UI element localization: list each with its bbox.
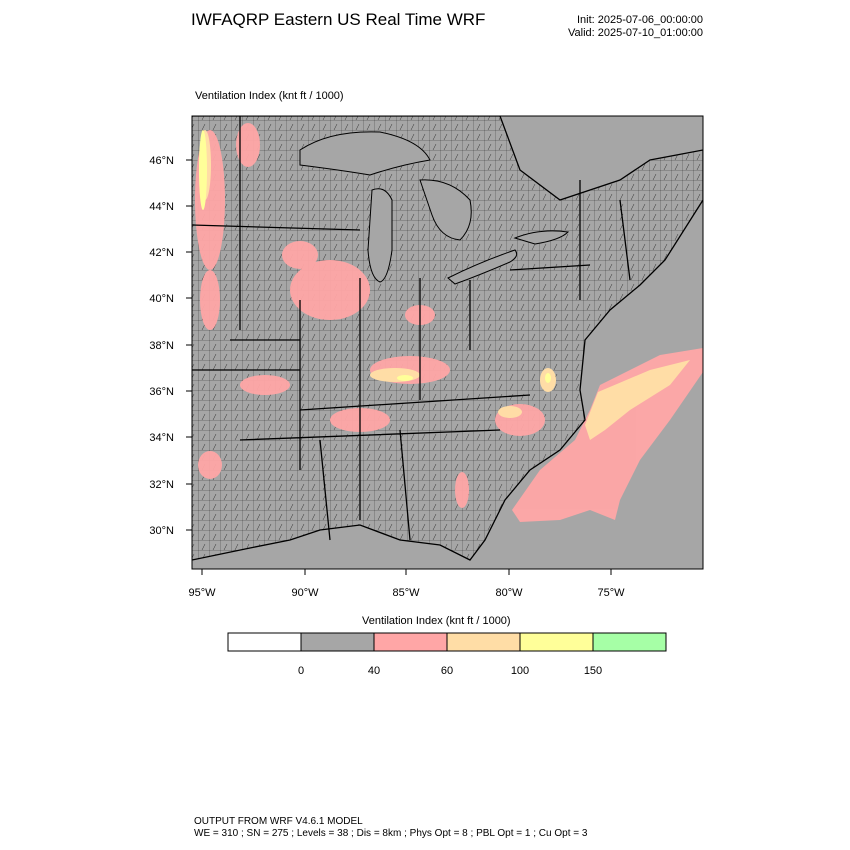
main-title: IWFAQRP Eastern US Real Time WRF — [191, 10, 486, 29]
ventilation-high-patches — [199, 130, 551, 383]
lat-tick-label: 34°N — [149, 432, 174, 444]
county-grid — [192, 116, 703, 560]
lon-tick-label: 90°W — [291, 587, 319, 599]
great-lakes — [299, 131, 570, 285]
colorbar-swatch — [373, 632, 448, 652]
colorbar-title: Ventilation Index (knt ft / 1000) — [362, 615, 511, 627]
footer-model: OUTPUT FROM WRF V4.6.1 MODEL — [194, 816, 363, 827]
valid-time: Valid: 2025-07-10_01:00:00 — [568, 27, 703, 39]
lon-tick-label: 95°W — [188, 587, 216, 599]
lat-tick-label: 42°N — [149, 247, 174, 259]
init-time: Init: 2025-07-06_00:00:00 — [577, 14, 703, 26]
state-borders — [192, 116, 703, 561]
map-panel — [192, 116, 703, 569]
colorbar-label: 40 — [368, 665, 380, 677]
map-frame — [191, 115, 704, 570]
colorbar-swatch — [519, 632, 594, 652]
colorbar-label: 0 — [298, 665, 304, 677]
colorbar-label: 60 — [441, 665, 453, 677]
lat-tick-label: 30°N — [149, 525, 174, 537]
lon-tick-label: 85°W — [392, 587, 420, 599]
colorbar-label: 100 — [511, 665, 529, 677]
lat-tick-label: 46°N — [149, 155, 174, 167]
lat-tick-label: 40°N — [149, 293, 174, 305]
colorbar-swatch — [227, 632, 302, 652]
colorbar-swatch — [446, 632, 521, 652]
lat-tick-label: 36°N — [149, 386, 174, 398]
field-title: Ventilation Index (knt ft / 1000) — [195, 90, 344, 102]
colorbar: 0 40 60 100 150 — [227, 632, 667, 677]
lat-tick-label: 44°N — [149, 201, 174, 213]
lon-tick-label: 75°W — [597, 587, 625, 599]
lat-tick-label: 32°N — [149, 479, 174, 491]
longitude-axis: 95°W 90°W 85°W 80°W 75°W — [188, 569, 625, 599]
colorbar-swatch — [300, 632, 375, 652]
lon-tick-label: 80°W — [495, 587, 523, 599]
colorbar-label: 150 — [584, 665, 602, 677]
footer-config: WE = 310 ; SN = 275 ; Levels = 38 ; Dis … — [194, 828, 588, 839]
colorbar-swatch — [592, 632, 667, 652]
lat-tick-label: 38°N — [149, 340, 174, 352]
latitude-axis: 46°N 44°N 42°N 40°N 38°N 36°N 34°N 32°N 30°N — [149, 155, 192, 537]
